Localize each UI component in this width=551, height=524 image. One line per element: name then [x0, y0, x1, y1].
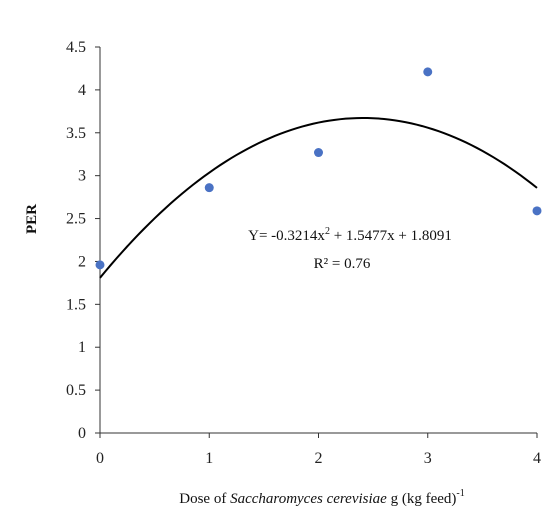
y-tick-label: 3.5 [66, 125, 86, 142]
y-tick-label: 0.5 [66, 382, 86, 399]
data-point [532, 206, 542, 216]
x-tick-label: 4 [533, 450, 541, 467]
trendline-equation: Y= -0.3214x2 + 1.5477x + 1.8091 [248, 226, 452, 244]
x-tick-label: 3 [424, 450, 432, 467]
data-points [95, 67, 542, 270]
x-tick-label: 0 [96, 450, 104, 467]
data-point [204, 183, 214, 193]
y-tick-label: 4.5 [66, 39, 86, 56]
y-ticks: 0 0.5 1 1.5 2 2.5 3 3.5 4 4.5 [66, 39, 100, 442]
y-tick-label: 3 [78, 168, 86, 185]
x-ticks: 0 1 2 3 4 [96, 433, 541, 467]
y-tick-label: 0 [78, 425, 86, 442]
trendline [99, 116, 538, 279]
data-point [95, 260, 105, 270]
y-tick-label: 2 [78, 253, 86, 270]
y-tick-label: 1.5 [66, 296, 86, 313]
trendline-group [99, 116, 538, 279]
r-squared: R² = 0.76 [314, 256, 371, 272]
data-point [423, 67, 433, 77]
x-tick-label: 1 [205, 450, 213, 467]
y-tick-label: 4 [78, 82, 86, 99]
y-axis-label: PER [24, 204, 40, 234]
x-tick-label: 2 [315, 450, 323, 467]
x-axis-label: Dose of Saccharomyces cerevisiae g (kg f… [179, 488, 464, 507]
y-tick-label: 2.5 [66, 211, 86, 228]
y-tick-label: 1 [78, 339, 86, 356]
data-point [314, 148, 323, 158]
